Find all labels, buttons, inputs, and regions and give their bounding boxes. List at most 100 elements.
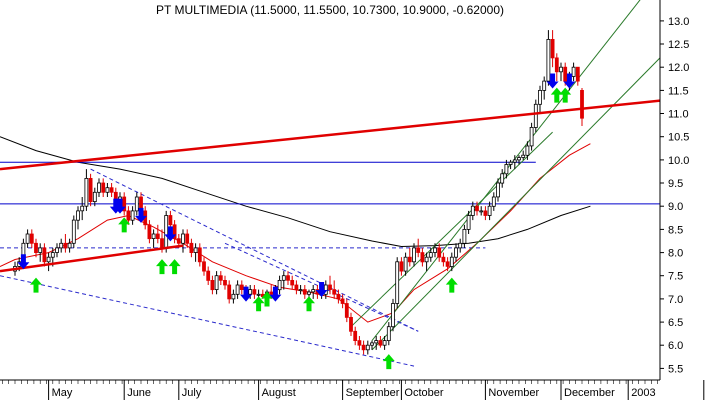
candle-body — [534, 104, 537, 127]
candle-body — [30, 234, 33, 243]
candle-body — [488, 206, 491, 215]
candle-body — [350, 317, 353, 331]
candle-body — [35, 243, 38, 252]
candle-body — [215, 276, 218, 290]
candle-body — [291, 280, 294, 285]
candle-body — [413, 248, 416, 262]
month-label: May — [52, 387, 73, 399]
candle-body — [341, 299, 344, 304]
candle-body — [421, 253, 424, 262]
candle-body — [203, 262, 206, 271]
candle-body — [156, 234, 159, 239]
candle-body — [182, 234, 185, 243]
candle-body — [581, 90, 584, 118]
candle-body — [446, 262, 449, 267]
candle-body — [85, 178, 88, 206]
candle-body — [497, 183, 500, 197]
candle-body — [232, 294, 235, 299]
month-label: September — [346, 387, 400, 399]
candle-body — [501, 174, 504, 183]
candle-body — [375, 341, 378, 343]
candle-body — [51, 253, 54, 258]
candle — [165, 211, 168, 253]
candle-body — [450, 257, 453, 266]
candle-body — [177, 239, 180, 244]
candle-body — [98, 183, 101, 192]
y-tick-label: 8.0 — [668, 248, 683, 260]
candle-body — [249, 290, 252, 295]
candle-body — [484, 211, 487, 216]
candle-body — [417, 248, 420, 253]
candle-body — [161, 239, 164, 248]
candle-body — [152, 234, 155, 239]
month-label: October — [404, 387, 443, 399]
candle-body — [371, 343, 374, 345]
candle-body — [186, 234, 189, 243]
candle-body — [131, 211, 134, 220]
candle-body — [135, 197, 138, 211]
candle-body — [110, 188, 113, 193]
y-tick-label: 9.5 — [668, 178, 683, 190]
candle-body — [148, 225, 151, 239]
candle — [89, 174, 92, 206]
candle-body — [522, 155, 525, 157]
candle-body — [228, 285, 231, 299]
candle-body — [308, 292, 311, 294]
candle-body — [463, 229, 466, 243]
y-tick-label: 10.5 — [668, 132, 689, 144]
candle-body — [207, 271, 210, 280]
candle-body — [282, 276, 285, 281]
chart-title: PT MULTIMEDIA (11.5000, 11.5500, 10.7300… — [156, 3, 504, 17]
candle-body — [224, 280, 227, 285]
y-tick-label: 9.0 — [668, 201, 683, 213]
candle-body — [60, 243, 63, 248]
candle-body — [492, 197, 495, 206]
candle-body — [362, 345, 365, 350]
y-tick-label: 13.0 — [668, 16, 689, 28]
candle-body — [547, 39, 550, 81]
candle-body — [404, 257, 407, 271]
candle-body — [68, 243, 71, 248]
candle-body — [72, 220, 75, 243]
candle-body — [47, 257, 50, 262]
candle-body — [236, 285, 239, 294]
candle-body — [169, 216, 172, 225]
candle-body — [392, 304, 395, 327]
candle-body — [329, 285, 332, 290]
candle-body — [354, 331, 357, 340]
candle-body — [471, 206, 474, 215]
y-tick-label: 7.0 — [668, 294, 683, 306]
candle-body — [278, 280, 281, 289]
candle-body — [387, 327, 390, 341]
candle-body — [165, 216, 168, 248]
candle-body — [190, 243, 193, 252]
candle-body — [509, 162, 512, 164]
month-label: November — [488, 387, 539, 399]
candle-body — [287, 276, 290, 281]
candle-body — [127, 211, 130, 220]
candle-body — [543, 81, 546, 90]
candle-body — [89, 178, 92, 201]
y-tick-label: 7.5 — [668, 271, 683, 283]
candle-body — [93, 192, 96, 201]
candle-body — [299, 290, 302, 291]
candle-body — [530, 127, 533, 145]
candle-body — [77, 211, 80, 220]
candle-body — [383, 341, 386, 346]
candle-body — [576, 67, 579, 81]
month-label: 2003 — [631, 387, 655, 399]
candle-body — [358, 341, 361, 346]
candle-body — [64, 243, 67, 248]
candle — [396, 257, 399, 308]
candle-body — [480, 211, 483, 212]
candle-body — [467, 216, 470, 230]
y-axis-ticks: 5.56.06.57.07.58.08.59.09.510.010.511.01… — [660, 16, 689, 376]
candle-body — [400, 262, 403, 271]
candle-body — [526, 146, 529, 155]
candle-body — [459, 243, 462, 248]
candle-body — [211, 280, 214, 289]
candle-body — [560, 67, 563, 72]
